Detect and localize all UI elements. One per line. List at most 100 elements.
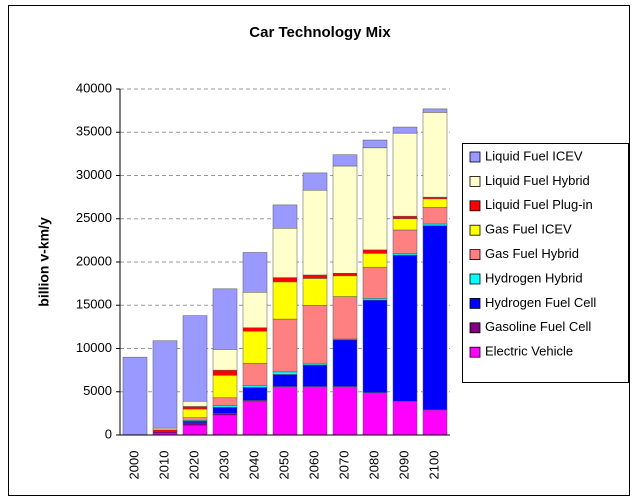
bar-segment [242,330,268,364]
bar-segment [242,362,268,386]
legend-label: Gasoline Fuel Cell [485,319,591,334]
legend-label: Gas Fuel Hybrid [485,246,579,261]
x-tick-label: 2050 [276,451,291,480]
bar-segment [392,132,418,217]
legend-swatch [469,151,481,163]
x-tick-label: 2080 [366,451,381,480]
bar-segment [182,417,208,421]
bar-segment [302,189,328,276]
legend-swatch [469,175,481,187]
bar-segment [422,198,448,208]
bar-segment [362,298,388,301]
bar-segment [392,253,418,256]
legend-label: Liquid Fuel Hybrid [485,173,590,188]
bar-segment [152,429,178,432]
legend-swatch [469,322,481,334]
legend-label: Hydrogen Fuel Cell [485,295,596,310]
bar-segment [302,386,328,436]
bar-segment [362,253,388,268]
bar-segment [332,296,358,340]
bar-segment [182,425,208,436]
bar-segment [302,172,328,191]
bar-segment [422,409,448,436]
x-tick-label: 2090 [396,451,411,480]
bar-segment [272,228,298,278]
bar-segment [362,266,388,299]
y-tick-label: 30000 [76,167,112,182]
bar-segment [212,407,238,414]
bar-segment [392,229,418,254]
legend-swatch [469,200,481,212]
bar-segment [242,292,268,328]
bar-segment [332,275,358,297]
bar-segment [362,249,388,254]
x-tick-label: 2060 [306,451,321,480]
bar-segment [122,356,148,436]
x-tick-label: 2070 [336,451,351,480]
y-tick-label: 10000 [76,340,112,355]
chart-title: Car Technology Mix [249,24,391,41]
legend-swatch [469,273,481,285]
x-tick-label: 2030 [216,451,231,480]
bar-segment [182,420,208,424]
bar-segment [422,225,448,411]
bar-segment [392,254,418,402]
bar-segment [332,272,358,277]
y-tick-label: 20000 [76,253,112,268]
bar-segment [302,305,328,364]
bar-segment [392,218,418,231]
legend-label: Liquid Fuel ICEV [485,148,583,163]
bar-segment [332,154,358,167]
bar-segment [332,339,358,387]
bar-segment [332,386,358,436]
bar-segment [212,413,238,416]
bar-segment [242,385,268,388]
bar-segment [212,369,238,376]
bar-segment [362,139,388,149]
legend-label: Liquid Fuel Plug-in [485,197,593,212]
x-tick-label: 2020 [186,451,201,480]
y-axis-label: billion v-km/y [36,217,52,307]
y-tick-label: 0 [105,426,112,441]
bar-segment [212,349,238,371]
bar-segment [152,340,178,429]
bar-segment [302,278,328,306]
y-tick-label: 40000 [76,80,112,95]
bar-segment [272,277,298,283]
bar-segment [422,196,448,200]
bar-segment [392,126,418,134]
bar-segment [302,274,328,279]
legend-swatch [469,297,481,309]
x-tick-label: 2040 [246,451,261,480]
bar-segment [272,204,298,229]
bar-segment [302,364,328,387]
bar-segment [182,408,208,418]
legend-swatch [469,346,481,358]
bar-segment [422,112,448,198]
bar-segment [242,327,268,332]
legend-box [462,143,629,383]
x-tick-label: 2100 [426,451,441,480]
y-tick-label: 35000 [76,124,112,139]
bar-segment [302,362,328,366]
bar-segment [182,422,208,426]
legend-label: Hydrogen Hybrid [485,270,583,285]
y-tick-label: 25000 [76,210,112,225]
legend-swatch [469,224,481,236]
bar-segment [392,215,418,219]
x-tick-label: 2010 [156,451,171,480]
bar-segment [182,315,208,402]
bar-segment [242,401,268,436]
bar-segment [212,405,238,408]
bar-segment [242,387,268,401]
x-tick-label: 2000 [126,451,141,480]
bar-segment [182,406,208,410]
bar-segment [212,288,238,350]
bar-segment [152,427,178,431]
bar-segment [392,401,418,436]
bar-segment [272,386,298,436]
y-tick-label: 5000 [83,383,112,398]
bar-segment [422,108,448,113]
bar-segment [422,207,448,225]
